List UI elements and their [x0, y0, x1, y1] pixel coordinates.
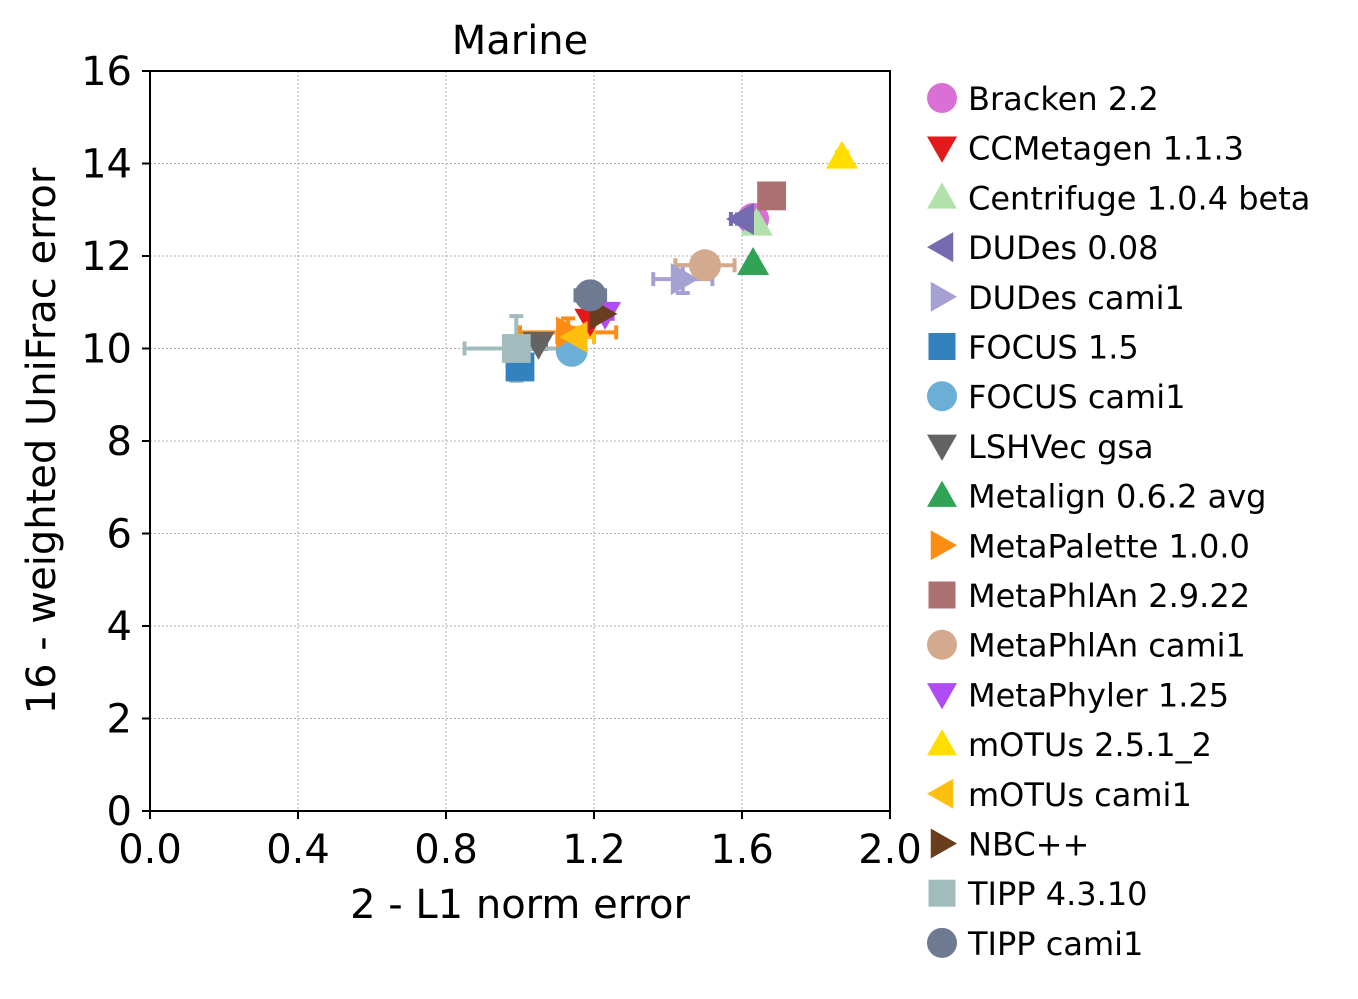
legend-label: FOCUS cami1 [968, 378, 1185, 416]
legend-item: LSHVec gsa [927, 428, 1154, 466]
y-axis-label: 16 - weighted UniFrac error [19, 167, 65, 714]
legend-label: CCMetagen 1.1.3 [968, 130, 1244, 168]
legend-marker [928, 879, 956, 907]
legend-item: MetaPhlAn 2.9.22 [928, 577, 1250, 615]
data-points [501, 140, 858, 382]
x-tick-label: 1.2 [562, 827, 626, 873]
legend-marker [928, 333, 956, 360]
y-tick-label: 0 [107, 789, 132, 835]
legend-marker [927, 778, 954, 809]
legend-label: LSHVec gsa [968, 428, 1154, 466]
legend-marker [927, 629, 957, 660]
legend: Bracken 2.2 CCMetagen 1.1.3 Centrifuge 1.0… [927, 80, 1310, 963]
legend-label: NBC++ [968, 826, 1089, 864]
legend-marker [927, 381, 957, 412]
y-tick-label: 14 [81, 142, 132, 188]
y-tick-label: 4 [107, 604, 132, 650]
x-tick-label: 0.8 [414, 827, 478, 873]
legend-marker [927, 136, 957, 163]
y-tick-label: 6 [107, 512, 132, 558]
legend-label: Metalign 0.6.2 avg [968, 478, 1266, 516]
legend-item: DUDes cami1 [930, 279, 1185, 317]
legend-label: TIPP cami1 [967, 925, 1143, 963]
legend-label: TIPP 4.3.10 [967, 875, 1148, 913]
legend-marker [927, 480, 957, 507]
legend-label: mOTUs cami1 [968, 776, 1192, 814]
legend-item: mOTUs 2.5.1_2 [927, 726, 1212, 764]
legend-item: FOCUS 1.5 [928, 329, 1139, 367]
x-tick-label: 2.0 [858, 827, 922, 873]
legend-label: MetaPhlAn cami1 [968, 627, 1246, 665]
legend-label: MetaPhyler 1.25 [968, 676, 1229, 714]
legend-label: DUDes 0.08 [968, 229, 1158, 267]
legend-label: FOCUS 1.5 [968, 329, 1139, 367]
legend-item: mOTUs cami1 [927, 776, 1192, 814]
legend-marker [927, 232, 954, 263]
data-point [757, 181, 786, 211]
legend-item: FOCUS cami1 [927, 378, 1185, 416]
y-tick-label: 16 [81, 49, 132, 95]
legend-marker [927, 683, 957, 710]
data-point [670, 263, 699, 296]
y-tick-label: 12 [81, 234, 132, 280]
legend-marker [930, 828, 957, 859]
legend-marker [927, 729, 957, 756]
legend-label: Bracken 2.2 [968, 80, 1159, 118]
data-point [689, 249, 721, 282]
data-point [559, 320, 588, 353]
x-tick-label: 0.4 [266, 827, 330, 873]
legend-item: MetaPhyler 1.25 [927, 676, 1229, 714]
legend-marker [927, 182, 957, 209]
y-axis-ticks: 0 2 4 6 8 10 12 14 16 [81, 49, 150, 835]
data-point [574, 279, 607, 312]
legend-item: TIPP 4.3.10 [928, 875, 1148, 913]
legend-label: MetaPhlAn 2.9.22 [968, 577, 1250, 615]
x-axis-ticks: 0.0 0.4 0.8 1.2 1.6 2.0 [118, 811, 922, 873]
y-tick-label: 8 [107, 419, 132, 465]
legend-label: mOTUs 2.5.1_2 [968, 726, 1212, 764]
legend-item: CCMetagen 1.1.3 [927, 130, 1244, 168]
data-point [501, 334, 531, 363]
legend-label: DUDes cami1 [968, 279, 1185, 317]
legend-marker [927, 434, 957, 461]
legend-item: Metalign 0.6.2 avg [927, 478, 1266, 516]
legend-item: NBC++ [930, 826, 1089, 864]
y-tick-label: 10 [81, 327, 132, 373]
legend-marker [927, 927, 957, 958]
legend-item: Bracken 2.2 [927, 80, 1159, 118]
legend-item: Centrifuge 1.0.4 beta [927, 179, 1310, 217]
legend-item: MetaPhlAn cami1 [927, 627, 1246, 665]
legend-marker [930, 530, 957, 561]
legend-item: TIPP cami1 [927, 925, 1143, 963]
x-axis-label: 2 - L1 norm error [350, 882, 690, 928]
legend-marker [930, 281, 957, 312]
legend-marker [928, 581, 956, 609]
legend-item: MetaPalette 1.0.0 [930, 527, 1250, 565]
x-tick-label: 0.0 [118, 827, 182, 873]
legend-label: Centrifuge 1.0.4 beta [968, 179, 1310, 217]
chart-title: Marine [452, 18, 589, 64]
data-point [825, 140, 858, 169]
y-tick-label: 2 [107, 697, 132, 743]
x-tick-label: 1.6 [710, 827, 774, 873]
data-point [726, 203, 754, 235]
legend-item: DUDes 0.08 [927, 229, 1158, 267]
data-point [737, 246, 770, 275]
legend-marker [927, 83, 957, 113]
legend-label: MetaPalette 1.0.0 [968, 527, 1250, 565]
